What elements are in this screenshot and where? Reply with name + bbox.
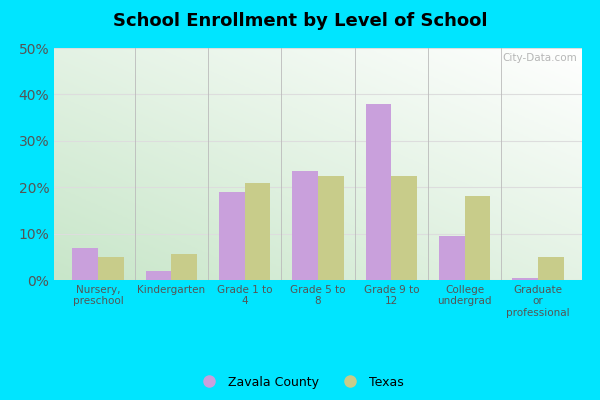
Text: City-Data.com: City-Data.com xyxy=(502,53,577,63)
Bar xyxy=(98,257,124,280)
Bar xyxy=(172,254,197,280)
Bar xyxy=(318,176,344,280)
Text: School Enrollment by Level of School: School Enrollment by Level of School xyxy=(113,12,487,30)
Legend: Zavala County, Texas: Zavala County, Texas xyxy=(191,371,409,394)
Bar xyxy=(245,182,271,280)
Bar xyxy=(365,104,391,280)
Bar xyxy=(292,171,318,280)
Bar xyxy=(538,257,563,280)
Bar xyxy=(391,176,417,280)
Bar xyxy=(219,192,245,280)
Bar xyxy=(439,236,464,280)
Bar xyxy=(512,278,538,280)
Bar xyxy=(146,271,172,280)
Bar xyxy=(73,248,98,280)
Bar xyxy=(464,196,490,280)
